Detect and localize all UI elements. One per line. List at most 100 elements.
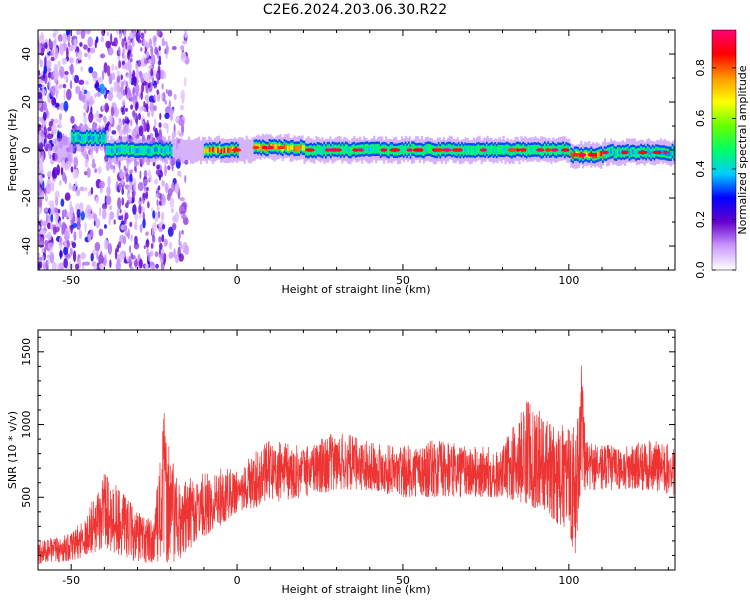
spectrogram-noise-blob (44, 73, 48, 85)
spectrogram-noise-blob (56, 212, 59, 221)
spectrogram-streak-blob (125, 202, 129, 209)
spectrogram-ridge-cell (154, 146, 156, 153)
spectrogram-streak-blob (146, 123, 150, 133)
spectrogram-noise-blob (175, 254, 180, 264)
spectrogram-ridge-cell (618, 149, 621, 155)
spectrogram-ridge-cell (661, 149, 664, 156)
spectrogram-streak-blob (125, 41, 128, 50)
spectrogram-noise-blob (108, 215, 111, 226)
spectrogram-streak-blob (141, 82, 145, 93)
spectrogram-ridge-cell (215, 148, 218, 154)
spectrogram-streak-blob (146, 201, 150, 209)
spectrogram-noise-blob (54, 190, 60, 199)
spectrogram-ridge-cell (144, 147, 146, 153)
spectrogram-streak-blob (133, 260, 137, 267)
spectrogram-noise-blob (110, 106, 115, 117)
spectrogram-streak-blob (136, 91, 139, 97)
spectrogram-streak-blob (136, 30, 140, 36)
spectrogram-ridge-cell (379, 148, 382, 154)
colorbar-tick-label: 0.0 (694, 261, 707, 279)
spectrogram-ridge-cell (81, 136, 83, 142)
spectrogram-ridge-cell (115, 147, 118, 153)
spectrogram-streak-blob (128, 39, 131, 48)
spectrogram-streak-blob (151, 229, 154, 236)
spectrogram-noise-blob (98, 206, 102, 217)
spectrogram-noise-blob (59, 43, 65, 56)
spectrogram-noise-blob (46, 59, 52, 69)
spectrogram-hot-spot (561, 148, 570, 152)
spectrogram-streak-blob (158, 242, 163, 250)
spectrogram-ridge-cell (348, 148, 351, 154)
spectrogram-noise-blob (104, 253, 107, 259)
spectrogram-noise-blob (46, 108, 49, 117)
spectrogram-halo-cell (247, 139, 250, 164)
spectrogram-streak-blob (139, 258, 143, 269)
spectrogram-noise-blob (47, 222, 51, 230)
spectrogram-ridge-cell (162, 148, 165, 155)
spectrogram-noise-blob (97, 166, 102, 174)
spectrogram-ridge-cell (155, 146, 158, 152)
spectrogram-noise-blob (164, 182, 169, 191)
spectrogram-hot-spot (479, 148, 488, 152)
spectrogram-hot-spot (652, 150, 662, 155)
spectrogram-noise-blob (116, 124, 121, 132)
spectrogram-noise-blob (119, 127, 122, 140)
spectrogram-noise-blob (56, 164, 61, 176)
spectrogram-noise-blob (38, 83, 43, 88)
spectrogram-noise-blob (178, 253, 184, 262)
spectrogram-ridge-cell (490, 146, 493, 152)
spectrogram-hot-spot (458, 148, 463, 152)
spectrogram-noise-blob (104, 224, 107, 229)
spectrogram-noise-blob (110, 32, 113, 45)
spectrogram-noise-blob (111, 130, 117, 135)
spectrogram-noise-blob (55, 89, 58, 99)
spectrogram-streak-blob (150, 250, 154, 257)
spectrogram-noise-blob (47, 214, 51, 221)
spectrogram-streak-blob (161, 83, 164, 90)
spectrogram-x-tick-label: 0 (234, 274, 241, 287)
spectrogram-streak-blob (129, 61, 133, 71)
spectrogram-streak-blob (143, 245, 146, 250)
spectrogram-noise-blob (96, 250, 99, 261)
spectrogram-noise-blob (61, 57, 67, 65)
spectrogram-noise-blob (129, 221, 133, 227)
spectrogram-ridge-cell (462, 148, 465, 154)
spectrogram-noise-blob (75, 263, 80, 270)
spectrogram-halo-cell (64, 136, 67, 161)
spectrogram-streak-blob (136, 160, 139, 166)
spectrogram-noise-blob (69, 63, 74, 76)
spectrogram-ridge-cell (230, 146, 233, 152)
spectrogram-noise-blob (67, 41, 71, 48)
spectrogram-streak-blob (124, 116, 128, 122)
spectrogram-streak-blob (155, 263, 159, 269)
spectrogram-noise-blob (158, 45, 161, 52)
spectrogram-noise-blob (62, 33, 68, 44)
spectrogram-noise-blob (49, 252, 55, 264)
spectrogram-y-label: Frequency (Hz) (6, 109, 19, 192)
spectrogram-noise-blob (103, 256, 107, 266)
spectrogram-noise-blob (72, 169, 79, 180)
spectrogram-ridge-cell (570, 152, 573, 158)
spectrogram-noise-blob (59, 179, 62, 186)
spectrogram-noise-blob (131, 128, 138, 137)
spectrogram-ridge-cell (315, 148, 317, 154)
spectrogram-noise-blob (71, 185, 77, 192)
spectrogram-ridge-cell (487, 148, 490, 154)
spectrogram-hot-spot (536, 148, 545, 152)
spectrogram-hot-spot (637, 150, 648, 155)
spectrogram-noise-blob (75, 85, 81, 95)
spectrogram-ridge-cell (533, 146, 536, 152)
spectrogram-noise-blob (137, 181, 144, 192)
spectrogram-noise-blob (142, 218, 146, 229)
spectrogram-noise-blob (84, 261, 91, 266)
spectrogram-noise-blob (51, 261, 57, 270)
spectrogram-streak-blob (150, 242, 154, 250)
spectrogram-noise-blob (163, 252, 167, 264)
spectrogram-noise-blob (58, 220, 62, 229)
spectrogram-halo-cell (199, 140, 203, 165)
spectrogram-noise-blob (106, 186, 111, 197)
spectrogram-streak-blob (124, 212, 129, 220)
spectrogram-ridge-cell (132, 146, 135, 153)
spectrogram-noise-blob (180, 89, 185, 102)
spectrogram-noise-blob (181, 40, 188, 45)
